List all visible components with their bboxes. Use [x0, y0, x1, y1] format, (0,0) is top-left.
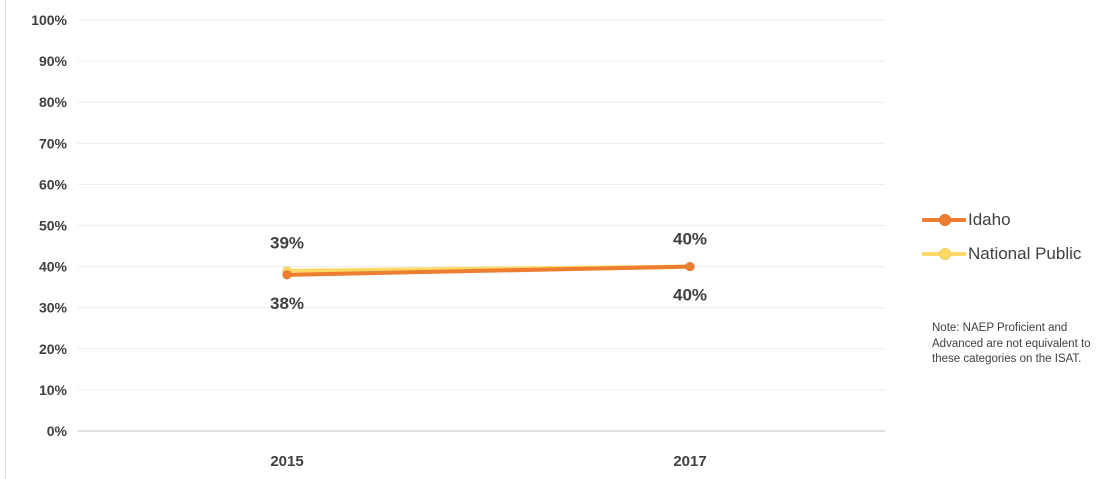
- data-label-idaho-2017: 40%: [673, 286, 707, 305]
- legend-item-idaho: Idaho: [922, 203, 1111, 237]
- x-tick-label-2015: 2015: [270, 453, 303, 470]
- y-tick-label-20: 20%: [39, 341, 68, 357]
- data-label-national-public-2015: 39%: [270, 234, 304, 253]
- x-tick-label-2017: 2017: [673, 453, 706, 470]
- chart-note: Note: NAEP Proficient and Advanced are n…: [932, 322, 1091, 365]
- legend: Idaho National Public: [922, 203, 1111, 271]
- series-points: [282, 261, 695, 280]
- y-tick-label-40: 40%: [39, 259, 68, 275]
- data-labels: 38% 40% 39% 40%: [270, 230, 707, 313]
- series-lines: [285, 264, 692, 277]
- y-tick-label-30: 30%: [39, 300, 68, 316]
- legend-swatch-national-public: [922, 244, 966, 264]
- series-line-idaho: [285, 264, 692, 277]
- y-tick-label-100: 100%: [31, 12, 67, 28]
- legend-marker-idaho: [939, 214, 951, 226]
- legend-marker-national-public: [939, 248, 951, 260]
- data-point-idaho-2015: [282, 269, 292, 280]
- data-label-idaho-2015: 38%: [270, 294, 304, 313]
- y-tick-label-70: 70%: [39, 135, 68, 151]
- legend-swatch-idaho: [922, 210, 966, 230]
- legend-label-national-public: National Public: [968, 244, 1082, 263]
- data-point-idaho-2017: [685, 261, 695, 272]
- y-tick-label-80: 80%: [39, 94, 68, 110]
- y-axis-tick-labels: 0% 10% 20% 30% 40% 50% 60% 70% 80% 90% 100%: [31, 12, 67, 439]
- x-axis-tick-labels: 2015 2017: [270, 453, 706, 470]
- y-tick-label-0: 0%: [47, 423, 68, 439]
- y-tick-label-10: 10%: [39, 382, 68, 398]
- legend-label-idaho: Idaho: [968, 210, 1011, 229]
- legend-item-national-public: National Public: [922, 237, 1111, 271]
- chart-border: [5, 0, 6, 479]
- y-tick-label-90: 90%: [39, 53, 68, 69]
- y-tick-label-50: 50%: [39, 218, 68, 234]
- gridlines: [78, 19, 885, 391]
- data-label-national-public-2017: 40%: [673, 230, 707, 249]
- y-tick-label-60: 60%: [39, 176, 68, 192]
